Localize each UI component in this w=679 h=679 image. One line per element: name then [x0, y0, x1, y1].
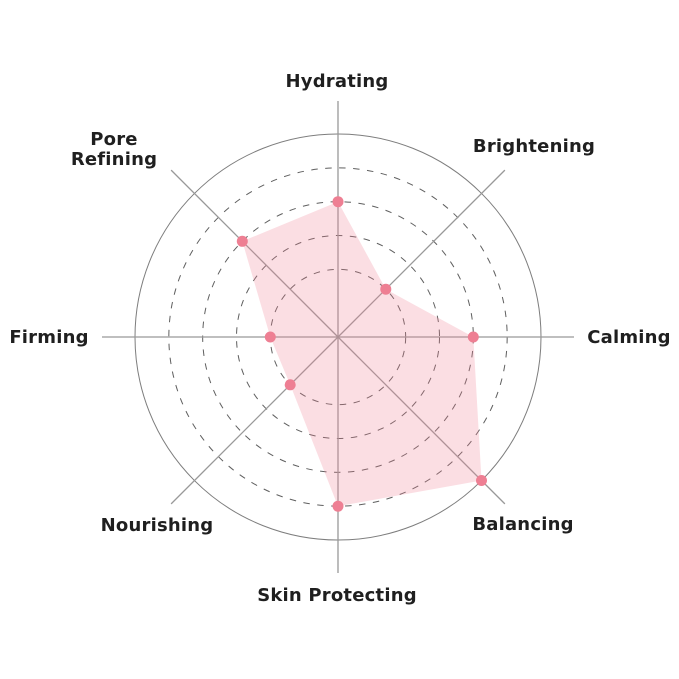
- axis-label-calming: Calming: [587, 326, 671, 348]
- axis-label-firming: Firming: [9, 326, 89, 348]
- axis-label-brightening: Brightening: [472, 135, 596, 157]
- axis-label-skin-protecting: Skin Protecting: [257, 584, 417, 606]
- axis-label-hydrating: Hydrating: [285, 70, 389, 92]
- axis-label-pore-refining: Pore Refining: [70, 128, 158, 170]
- axis-label-balancing: Balancing: [472, 513, 574, 535]
- axis-label-nourishing: Nourishing: [100, 514, 214, 536]
